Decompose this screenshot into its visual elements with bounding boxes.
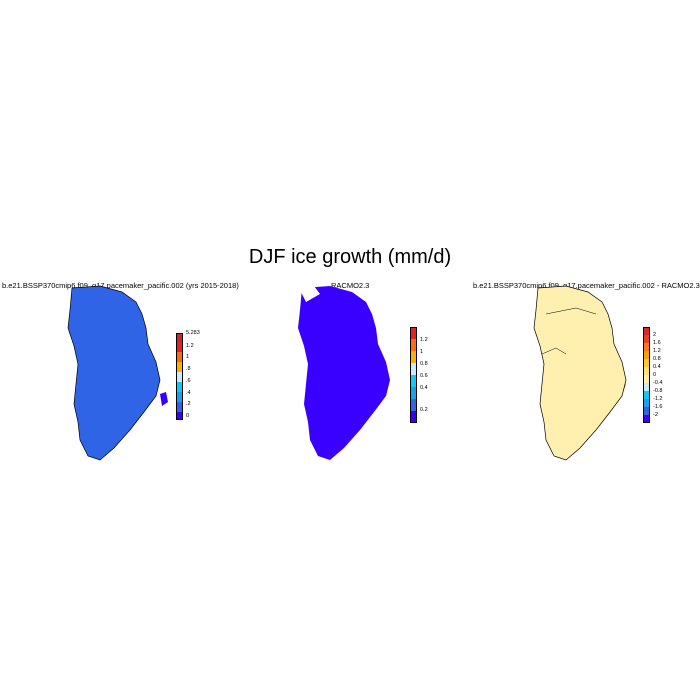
p1-tick: .6 (186, 378, 191, 384)
p2-tick: 1 (420, 349, 424, 355)
p2-tick: 0.2 (420, 407, 428, 413)
panel-3-map (533, 285, 627, 461)
p3-cell (643, 407, 650, 415)
p3-frame (643, 327, 650, 423)
p1-tick: 1.2 (186, 343, 194, 349)
p2-tick: 0.8 (420, 361, 428, 367)
p3-cell (643, 391, 650, 399)
p3-tick: -1.2 (653, 396, 663, 402)
p3-tick: -0.4 (653, 380, 663, 386)
p1-tick: .8 (186, 366, 191, 372)
p1-cell (176, 392, 183, 402)
p1-tick: 1 (186, 354, 190, 360)
p3-cell (643, 375, 650, 383)
p3-tick: 0 (653, 372, 657, 378)
p2-cell (410, 387, 417, 399)
p1-cell (176, 382, 183, 392)
p3-tick: 0.4 (653, 364, 661, 370)
p2-cell (410, 339, 417, 351)
p3-tick: -2 (653, 412, 658, 418)
p2-cell (410, 327, 417, 339)
p3-tick: -0.8 (653, 388, 663, 394)
p3-tick: -1.6 (653, 404, 663, 410)
p3-cell (643, 415, 650, 423)
p1-tick: 5.283 (186, 330, 200, 336)
p2-cell (410, 411, 417, 423)
p3-cell (643, 383, 650, 391)
panel-2-map (298, 286, 390, 460)
p2-cell (410, 351, 417, 363)
p1-frame (176, 333, 183, 420)
p1-cell (176, 372, 183, 382)
figure-title: DJF ice growth (mm/d) (248, 246, 452, 268)
p1-tick: .2 (186, 401, 191, 407)
p3-cell (643, 367, 650, 375)
panel-2-title: RACMO2.3 (331, 281, 370, 290)
p2-tick: 0.4 (420, 385, 428, 391)
p2-cell (410, 363, 417, 375)
p1-cell (176, 352, 183, 362)
p2-cell (410, 399, 417, 411)
p1-cell (176, 333, 183, 342)
p1-cell (176, 342, 183, 352)
p3-tick: 2 (653, 332, 657, 338)
p3-cell (643, 399, 650, 407)
p1-tick: .4 (186, 390, 191, 396)
p3-tick: 0.8 (653, 356, 661, 362)
p1-cell (176, 362, 183, 372)
p1-cell (176, 412, 183, 420)
p3-tick: 1.2 (653, 348, 661, 354)
p3-cell (643, 335, 650, 343)
p3-cell (643, 351, 650, 359)
p2-tick: 1.2 (420, 337, 428, 343)
p3-cell (643, 343, 650, 351)
p3-tick: 1.6 (653, 340, 661, 346)
panel-3-title: b.e21.BSSP370cmip6.f09_g17.pacemaker_pac… (473, 281, 700, 290)
p3-cell (643, 359, 650, 367)
p1-tick: 0 (186, 413, 190, 419)
p2-cell (410, 375, 417, 387)
p2-tick: 0.6 (420, 373, 428, 379)
panel-1-map (67, 285, 168, 461)
p1-cell (176, 402, 183, 412)
panel-1-title: b.e21.BSSP370cmip6.f09_g17.pacemaker_pac… (2, 281, 239, 290)
p2-frame (410, 327, 417, 423)
p3-cell (643, 327, 650, 335)
